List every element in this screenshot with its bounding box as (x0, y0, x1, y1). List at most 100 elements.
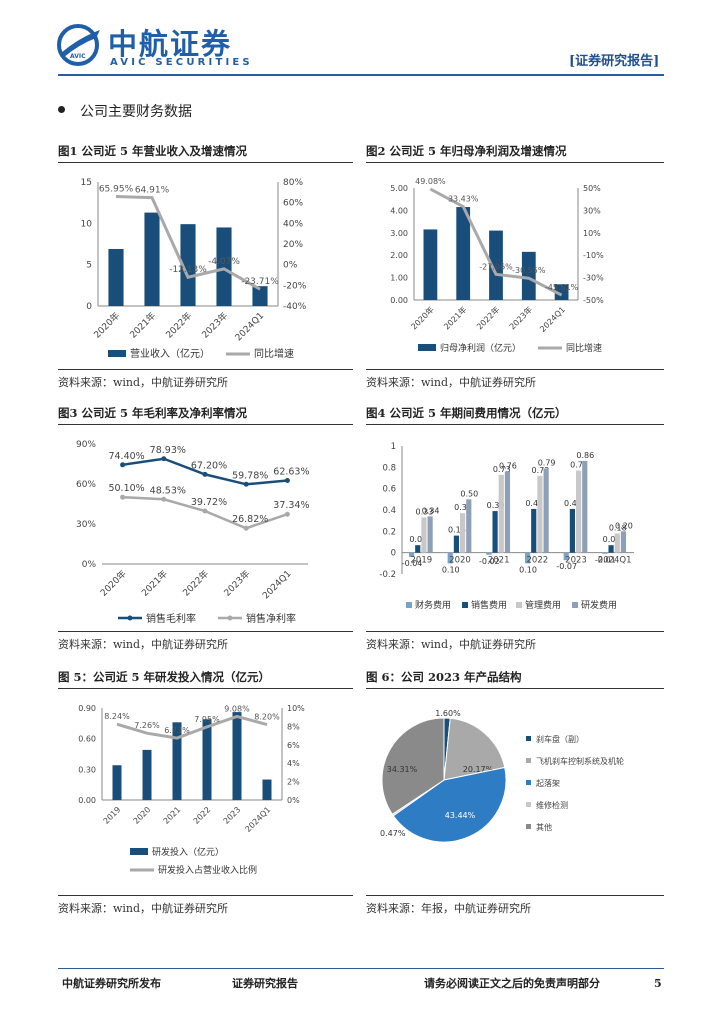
fig3-point (161, 456, 167, 462)
fig5-y2-tick: 8% (287, 722, 300, 731)
fig1-y2-tick: 60% (283, 199, 303, 209)
brand-en: AVIC SECURITIES (110, 57, 253, 68)
fig3-point (243, 481, 249, 487)
fig1-chart: 15 10 5 0 80% 60% 40% 20% 0% -20% -40% 65.95% 64.91%… (81, 178, 307, 360)
fig4-bar (492, 511, 498, 553)
fig1-y2-tick: -40% (283, 302, 307, 312)
fig4-bar-label: -0.02 (479, 557, 500, 566)
fig5-y2-tick: 2% (287, 778, 300, 787)
fig6-slice (443, 717, 506, 781)
fig4-bar-label: 0.41 (525, 499, 543, 508)
fig6-legend: 起落架 (536, 778, 560, 788)
fig4-x-label: 2023 (565, 556, 587, 566)
fig1-bar (216, 227, 232, 306)
fig6-slice-label: 1.60% (435, 709, 461, 718)
fig2-line-label: -30.55% (512, 266, 546, 275)
fig3-point (120, 462, 126, 468)
fig3-x-label: 2023年 (221, 568, 252, 599)
fig5-line-label: 8.24% (104, 712, 130, 721)
fig4-legend-swatch (406, 602, 412, 608)
fig2-y-tick: 3.00 (390, 229, 408, 238)
fig2-x-label: 2022年 (474, 304, 501, 331)
fig5-y2-tick: 4% (287, 759, 300, 768)
fig4-legend-swatch (572, 602, 578, 608)
fig1-legend-bar: 营业收入（亿元） (130, 347, 210, 360)
fig4-bar-label: 0.33 (416, 507, 434, 516)
fig1-y-tick: 5 (86, 261, 92, 271)
fig1-top-rule (58, 162, 353, 163)
fig4-bar-label: 0.16 (448, 526, 466, 535)
fig4-bar (602, 552, 608, 554)
fig4-bar-label: -0.07 (556, 562, 577, 571)
fig2-y-tick: 2.00 (390, 251, 408, 260)
fig2-line-label: -27.06% (479, 262, 513, 271)
fig3-title: 图3 公司近 5 年毛利率及净利率情况 (58, 406, 248, 420)
fig5-y2-tick: 6% (287, 741, 300, 750)
fig3-label: 62.63% (273, 466, 309, 477)
fig3-point (284, 511, 290, 517)
fig3-chart: 90% 60% 30% 0% 74.40% 78.93% 67.20% 59.78% 62.63… (76, 440, 310, 625)
fig1-legend-line: 同比增速 (254, 347, 294, 360)
fig2-line-label: -45.61% (545, 283, 579, 292)
fig6-legend-swatch (526, 824, 531, 829)
fig2-source: 资料来源：wind，中航证券研究所 (366, 376, 537, 389)
fig5-line-label: 7.26% (134, 721, 160, 730)
fig5-bar (262, 779, 272, 800)
fig1-y2-tick: 40% (283, 219, 303, 229)
fig6-top-rule (366, 688, 664, 689)
fig2-x-label: 2021年 (441, 304, 468, 331)
fig5-line-label: 7.95% (194, 715, 220, 724)
fig4-bar (408, 552, 415, 557)
fig6-legend-swatch (526, 758, 531, 763)
fig6-slice-label: 43.44% (445, 811, 476, 820)
fig2-legend-line: 同比增速 (566, 342, 602, 354)
report-tag: [证券研究报告] (569, 54, 660, 69)
fig5-y-tick: 0.60 (78, 735, 96, 744)
fig4-bar-label: 0.41 (564, 499, 582, 508)
fig5-bar (232, 712, 242, 800)
fig5-bar (202, 719, 212, 800)
fig3-point (202, 508, 208, 514)
fig2-line-label: 33.43% (448, 195, 479, 204)
fig4-legend-swatch (516, 602, 522, 608)
fig4-top-rule (366, 424, 664, 425)
section-title: 公司主要财务数据 (80, 104, 192, 120)
fig2-y2-tick: 30% (583, 206, 601, 215)
fig4-bar (427, 516, 433, 553)
fig1-title: 图1 公司近 5 年营业收入及增速情况 (58, 144, 248, 158)
fig1-y-tick: 15 (81, 178, 92, 188)
fig2-y2-tick: -50% (583, 296, 604, 305)
fig1-bar (180, 224, 196, 306)
fig5-y2-tick: 10% (287, 704, 305, 713)
fig2-chart: 5.00 4.00 3.00 2.00 1.00 0.00 50% 30% 10% -10% -30… (390, 177, 604, 354)
fig6-title: 图 6：公司 2023 年产品结构 (366, 670, 522, 684)
fig5-legend-swatch-bar (130, 848, 148, 855)
fig4-legend: 管理费用 (525, 599, 561, 611)
fig1-source: 资料来源：wind，中航证券研究所 (58, 376, 229, 389)
fig3-label: 50.10% (108, 483, 144, 494)
fig1-line-label: -12.13% (169, 265, 207, 275)
fig5-growth-line (116, 714, 268, 740)
fig2-bar (554, 284, 569, 300)
fig2-line-label: 49.08% (415, 177, 446, 186)
fig2-legend-bar: 归母净利润（亿元） (440, 342, 521, 354)
fig1-y2-tick: 0% (283, 261, 298, 271)
fig1-legend-swatch-bar (108, 350, 126, 357)
fig5-top-rule (58, 688, 353, 689)
fig4-bar (569, 508, 575, 553)
fig4-bar (453, 535, 459, 553)
fig2-bar (521, 251, 536, 300)
fig3-y-tick: 30% (76, 520, 96, 530)
fig4-bar-label: 0.34 (422, 506, 440, 515)
fig4-bar-label: 0.37 (454, 503, 472, 512)
fig1-y-tick: 0 (86, 302, 92, 312)
fig5-x-label: 2024Q1 (244, 805, 273, 834)
fig4-x-label: 2020 (449, 556, 471, 566)
fig1-y2-tick: 20% (283, 240, 303, 250)
fig1-line-label: -4.07% (208, 257, 240, 267)
fig3-label: 59.78% (232, 470, 268, 481)
fig4-legend: 销售费用 (471, 599, 507, 611)
fig3-label: 37.34% (273, 500, 309, 511)
footer-right: 请务必阅读正文之后的免责声明部分 (424, 977, 600, 990)
page-number: 5 (654, 977, 662, 990)
